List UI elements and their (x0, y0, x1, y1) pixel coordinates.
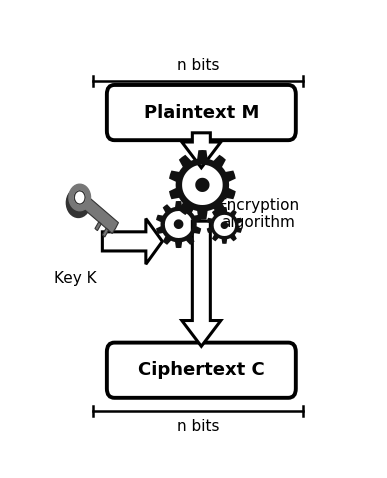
FancyArrow shape (182, 133, 221, 168)
FancyBboxPatch shape (107, 343, 296, 398)
Text: Encryption
algorithm: Encryption algorithm (217, 197, 300, 230)
Circle shape (67, 188, 91, 217)
FancyArrow shape (82, 197, 118, 234)
FancyArrow shape (102, 218, 163, 264)
Bar (102, 228, 109, 237)
Text: Key K: Key K (54, 271, 97, 286)
Text: Plaintext M: Plaintext M (144, 104, 259, 121)
Text: ⚙: ⚙ (201, 205, 246, 252)
Text: ⚙: ⚙ (150, 197, 207, 260)
Circle shape (74, 191, 85, 204)
Bar (95, 222, 101, 231)
FancyBboxPatch shape (107, 85, 296, 140)
Text: Ciphertext C: Ciphertext C (138, 361, 265, 379)
Circle shape (69, 184, 91, 211)
Text: n bits: n bits (177, 419, 219, 434)
Text: ⚙: ⚙ (159, 146, 244, 238)
FancyArrow shape (182, 221, 221, 346)
Text: n bits: n bits (177, 58, 219, 73)
